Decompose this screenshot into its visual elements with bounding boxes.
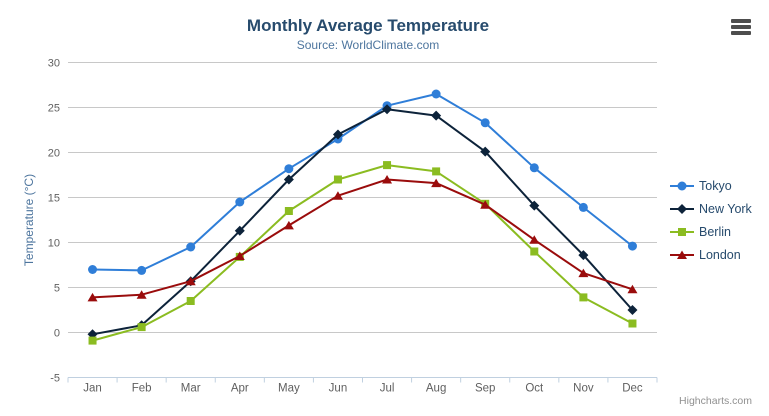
series-point-berlin-may[interactable] <box>284 207 293 215</box>
series-point-berlin-jan[interactable] <box>88 336 97 345</box>
series-point-tokyo-feb[interactable] <box>137 265 147 275</box>
highcharts-credits-link[interactable]: Highcharts.com <box>679 395 752 407</box>
series-point-london-jul[interactable] <box>382 175 393 184</box>
y-axis-tick-label: 25 <box>48 103 60 115</box>
y-axis-title: Temperature (°C) <box>22 173 36 267</box>
hamburger-icon <box>731 25 751 29</box>
series-point-new-york-nov[interactable] <box>578 250 589 261</box>
x-axis-label: Oct <box>525 383 544 395</box>
y-axis-tick-label: 5 <box>54 283 60 295</box>
hamburger-icon <box>731 19 751 23</box>
y-axis-tick-label: 0 <box>54 328 60 340</box>
series-point-london-feb[interactable] <box>136 290 147 299</box>
series-line-london <box>91 178 634 299</box>
london-line-triangle-marker-icon <box>670 250 694 259</box>
series-point-tokyo-mar[interactable] <box>186 242 196 252</box>
series-point-london-dec[interactable] <box>627 284 638 294</box>
series-point-tokyo-nov[interactable] <box>578 202 588 212</box>
x-axis-label: Jan <box>83 383 102 395</box>
x-axis-label: Sep <box>475 383 495 395</box>
series-point-london-may[interactable] <box>283 220 294 230</box>
series-point-london-mar[interactable] <box>185 276 196 286</box>
chart-subtitle: Source: WorldClimate.com <box>296 38 440 52</box>
berlin-line-square-marker-icon <box>670 227 694 236</box>
hamburger-icon <box>731 31 751 35</box>
series-point-london-jan[interactable] <box>87 292 98 302</box>
series-point-tokyo-aug[interactable] <box>431 89 441 99</box>
series-point-new-york-oct[interactable] <box>529 200 540 211</box>
x-axis-label: Dec <box>622 383 643 395</box>
series-point-berlin-jun[interactable] <box>333 175 342 184</box>
series-point-new-york-may[interactable] <box>283 174 294 185</box>
series-point-berlin-nov[interactable] <box>579 293 588 302</box>
series-point-new-york-jul[interactable] <box>382 104 393 115</box>
series-point-new-york-aug[interactable] <box>431 110 442 121</box>
x-axis-label: Feb <box>132 383 152 395</box>
legend-symbol-marker <box>678 227 686 236</box>
x-axis-label: Nov <box>573 383 594 395</box>
y-axis-tick-label: 20 <box>48 148 60 160</box>
legend-symbol-marker <box>677 250 687 259</box>
series-point-tokyo-jan[interactable] <box>88 265 98 274</box>
series-line-berlin <box>91 164 634 342</box>
series-point-london-sep[interactable] <box>480 200 491 209</box>
x-axis-label: Mar <box>181 383 201 395</box>
legend-item-tokyo[interactable]: Tokyo <box>670 174 752 197</box>
series-point-tokyo-apr[interactable] <box>235 197 245 207</box>
legend-label: New York <box>699 201 752 216</box>
series-point-london-apr[interactable] <box>234 251 245 261</box>
legend-label: Tokyo <box>699 178 732 193</box>
series-point-london-aug[interactable] <box>431 178 442 188</box>
series-point-london-oct[interactable] <box>529 235 540 244</box>
x-axis-label: Jun <box>329 383 348 395</box>
legend-label: Berlin <box>699 224 731 239</box>
series-point-new-york-dec[interactable] <box>627 305 638 315</box>
series-point-berlin-oct[interactable] <box>530 247 539 256</box>
series-line-new-york <box>91 108 634 336</box>
legend-item-london[interactable]: London <box>670 243 752 266</box>
y-axis-tick-label: 10 <box>48 238 60 250</box>
series-point-berlin-aug[interactable] <box>432 167 441 176</box>
series-point-new-york-apr[interactable] <box>234 225 245 236</box>
x-axis-label: May <box>278 383 300 395</box>
y-axis-tick-label: 15 <box>48 193 60 205</box>
series-line-tokyo <box>91 93 634 272</box>
series-point-london-nov[interactable] <box>578 268 589 278</box>
new-york-line-diamond-marker-icon <box>670 203 694 214</box>
legend-item-new-york[interactable]: New York <box>670 197 752 220</box>
legend-symbol-marker <box>677 181 687 190</box>
y-axis-tick-label: 30 <box>48 58 60 70</box>
legend-symbol-marker <box>677 203 687 214</box>
context-menu-button[interactable] <box>731 19 751 35</box>
series-point-berlin-mar[interactable] <box>186 297 195 305</box>
y-axis-tick-label: -5 <box>50 373 60 385</box>
series-point-new-york-sep[interactable] <box>480 146 491 157</box>
series-point-berlin-dec[interactable] <box>628 319 637 328</box>
series-point-tokyo-oct[interactable] <box>529 163 539 173</box>
series-point-tokyo-dec[interactable] <box>627 241 637 251</box>
series-point-berlin-feb[interactable] <box>137 323 146 332</box>
legend: Tokyo New York Berlin London <box>670 174 752 266</box>
legend-item-berlin[interactable]: Berlin <box>670 220 752 243</box>
series-point-tokyo-sep[interactable] <box>480 118 490 128</box>
tokyo-line-circle-marker-icon <box>670 181 694 190</box>
chart-title: Monthly Average Temperature <box>246 16 490 35</box>
series-point-london-jun[interactable] <box>332 191 343 200</box>
x-axis-label: Apr <box>231 383 249 395</box>
legend-label: London <box>699 247 741 262</box>
x-axis-label: Aug <box>426 383 446 395</box>
series-point-tokyo-may[interactable] <box>284 164 294 174</box>
series-point-new-york-jun[interactable] <box>332 129 343 140</box>
series-point-berlin-jul[interactable] <box>383 161 392 170</box>
x-axis-label: Jul <box>380 383 395 395</box>
